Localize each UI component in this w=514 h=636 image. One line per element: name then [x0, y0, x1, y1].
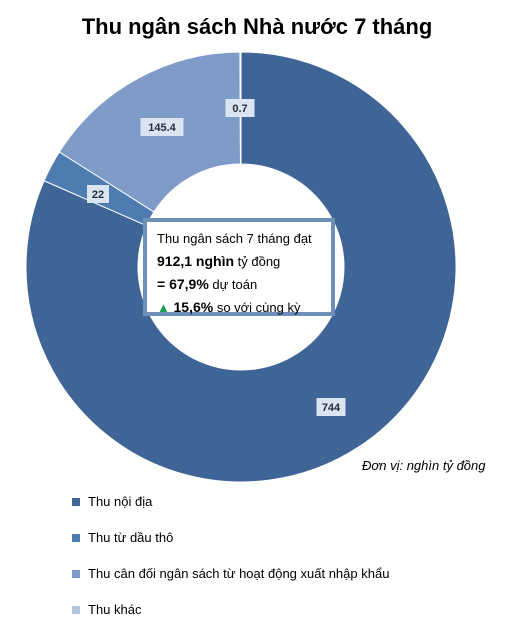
- legend-swatch: [72, 534, 80, 542]
- legend-label: Thu cân đối ngân sách từ hoạt động xuất …: [88, 566, 390, 581]
- legend-label: Thu từ dầu thô: [88, 530, 174, 545]
- legend-item: Thu khác: [72, 600, 389, 620]
- data-label: 744: [316, 398, 346, 416]
- legend-swatch: [72, 606, 80, 614]
- legend-item: Thu nội địa: [72, 492, 389, 512]
- legend: Thu nội địa Thu từ dầu thô Thu cân đối n…: [72, 492, 389, 636]
- summary-line-3: = 67,9% dự toán: [157, 276, 258, 292]
- summary-line-1: Thu ngân sách 7 tháng đạt: [157, 231, 312, 246]
- summary-line-4: ▲ 15,6% so với cùng kỳ: [157, 299, 301, 315]
- legend-swatch: [72, 570, 80, 578]
- unit-note: Đơn vị: nghìn tỷ đồng: [362, 458, 486, 473]
- legend-swatch: [72, 498, 80, 506]
- data-label: 0.7: [225, 99, 255, 117]
- svg-text:0.7: 0.7: [232, 103, 247, 115]
- legend-label: Thu khác: [88, 602, 142, 617]
- legend-label: Thu nội địa: [88, 494, 153, 509]
- legend-item: Thu từ dầu thô: [72, 528, 389, 548]
- summary-line-2: 912,1 nghìn tỷ đồng: [157, 253, 281, 269]
- data-label: 145.4: [140, 118, 184, 136]
- data-label: 22: [87, 185, 109, 203]
- legend-item: Thu cân đối ngân sách từ hoạt động xuất …: [72, 564, 389, 584]
- donut-chart: 744 22 145.4 0.7: [25, 51, 457, 483]
- summary-box: Thu ngân sách 7 tháng đạt 912,1 nghìn tỷ…: [143, 218, 335, 316]
- svg-text:744: 744: [322, 402, 341, 414]
- up-arrow-icon: ▲: [157, 300, 170, 315]
- svg-text:22: 22: [92, 189, 104, 201]
- svg-text:145.4: 145.4: [148, 122, 176, 134]
- chart-title: Thu ngân sách Nhà nước 7 tháng: [81, 14, 433, 39]
